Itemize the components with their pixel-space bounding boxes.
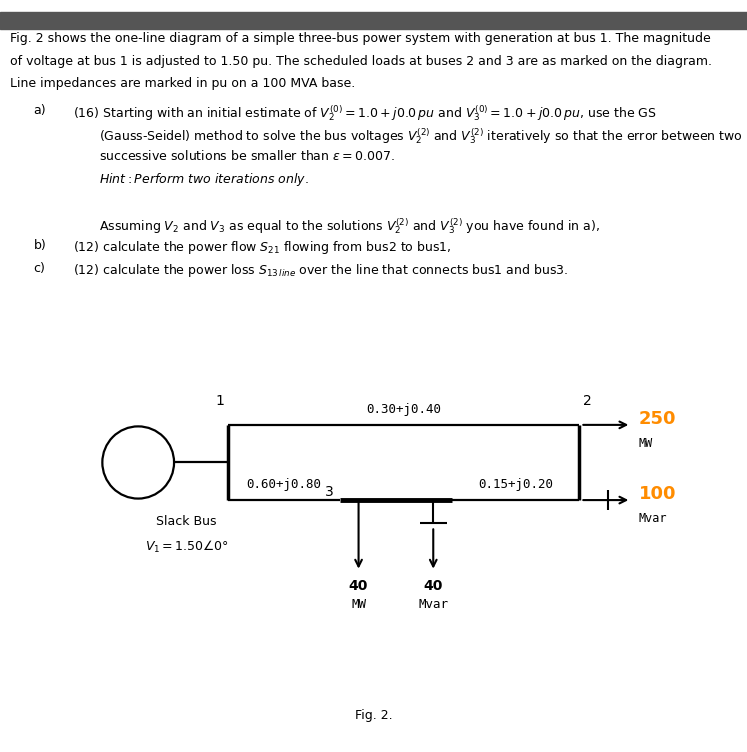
Bar [0,12,747,29]
Text: $\mathit{Hint: Perform\ two\ iterations\ only.}$: $\mathit{Hint: Perform\ two\ iterations\… [99,171,309,189]
Text: (12) calculate the power loss $S_{13\,line}$ over the line that connects bus1 an: (12) calculate the power loss $S_{13\,li… [73,262,568,279]
Text: Mvar: Mvar [639,512,667,526]
Text: 3: 3 [325,484,334,499]
Text: (Gauss-Seidel) method to solve the bus voltages $V_2^{(2)}$ and $V_3^{(2)}$ iter: (Gauss-Seidel) method to solve the bus v… [99,126,743,146]
Text: 0.15+j0.20: 0.15+j0.20 [478,478,553,491]
Text: (16) Starting with an initial estimate of $V_2^{(0)} = 1.0 + j0.0\,pu$ and $V_3^: (16) Starting with an initial estimate o… [73,104,657,123]
Text: a): a) [34,104,46,117]
Text: b): b) [34,239,46,252]
Text: MW: MW [351,598,366,611]
Text: MW: MW [639,437,653,450]
Text: c): c) [34,262,46,274]
Text: Line impedances are marked in pu on a 100 MVA base.: Line impedances are marked in pu on a 10… [10,77,355,90]
Text: 1: 1 [215,394,224,408]
Text: 100: 100 [639,485,676,503]
Text: 0.60+j0.80: 0.60+j0.80 [247,478,321,491]
Text: Slack Bus: Slack Bus [157,515,217,528]
Text: Assuming $V_2$ and $V_3$ as equal to the solutions $V_2^{(2)}$ and $V_3^{(2)}$ y: Assuming $V_2$ and $V_3$ as equal to the… [99,217,601,236]
Text: 2: 2 [583,394,592,408]
Text: 40: 40 [424,579,443,593]
Text: Mvar: Mvar [418,598,448,611]
Text: Fig. 2 shows the one-line diagram of a simple three-bus power system with genera: Fig. 2 shows the one-line diagram of a s… [10,32,710,45]
Text: of voltage at bus 1 is adjusted to 1.50 pu. The scheduled loads at buses 2 and 3: of voltage at bus 1 is adjusted to 1.50 … [10,55,712,68]
Text: successive solutions be smaller than $\varepsilon = 0.007$.: successive solutions be smaller than $\v… [99,149,395,163]
Text: $V_1 = 1.50 \angle 0°$: $V_1 = 1.50 \angle 0°$ [145,539,229,555]
Text: 250: 250 [639,410,676,428]
Text: 40: 40 [349,579,368,593]
Text: Fig. 2.: Fig. 2. [355,709,392,722]
Text: 0.30+j0.40: 0.30+j0.40 [366,403,441,416]
Text: (12) calculate the power flow $S_{21}$ flowing from bus2 to bus1,: (12) calculate the power flow $S_{21}$ f… [73,239,452,256]
